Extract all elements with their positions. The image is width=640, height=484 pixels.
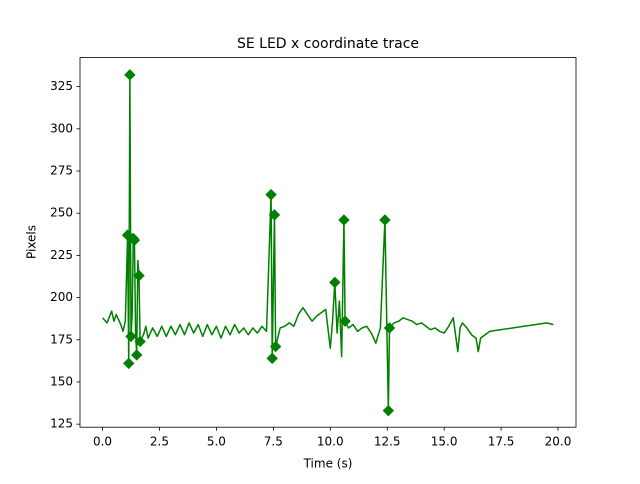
x-tick-label: 10.0 <box>317 435 344 449</box>
data-point <box>379 214 391 226</box>
y-tick-label: 300 <box>50 121 73 135</box>
data-point <box>268 209 281 221</box>
chart-title: SE LED x coordinate trace <box>237 36 419 52</box>
data-line <box>101 74 554 412</box>
y-axis-label: Pixels <box>25 225 39 259</box>
y-tick-label: 175 <box>50 332 73 346</box>
data-point <box>123 357 135 370</box>
data-point <box>338 214 350 226</box>
data-point <box>133 269 145 282</box>
data-point <box>266 352 278 365</box>
data-point <box>128 234 141 246</box>
y-tick-label: 225 <box>50 248 73 262</box>
y-tick-label: 250 <box>50 206 73 220</box>
data-point <box>339 315 351 327</box>
x-tick-label: 5.0 <box>207 435 226 449</box>
x-tick-label: 0.0 <box>93 435 112 449</box>
data-point <box>329 276 341 289</box>
data-point <box>383 322 396 334</box>
y-tick-label: 275 <box>50 164 73 178</box>
x-tick-label: 20.0 <box>545 435 572 449</box>
x-axis-label: Time (s) <box>303 457 353 471</box>
data-point <box>124 69 136 81</box>
y-tick-label: 325 <box>50 79 73 93</box>
x-tick-label: 17.5 <box>488 435 515 449</box>
x-tick-label: 7.5 <box>264 435 283 449</box>
y-tick-label: 125 <box>50 417 73 431</box>
plot-frame <box>79 57 577 428</box>
data-point <box>265 188 277 201</box>
data-point <box>134 335 146 348</box>
data-point <box>382 404 395 417</box>
data-point <box>269 340 282 353</box>
x-tick-label: 12.5 <box>374 435 401 449</box>
x-tick-label: 15.0 <box>431 435 458 449</box>
data-point <box>130 349 143 361</box>
y-tick-label: 200 <box>50 290 73 304</box>
x-tick-label: 2.5 <box>150 435 169 449</box>
data-point <box>125 330 137 343</box>
y-tick-label: 150 <box>50 374 73 388</box>
